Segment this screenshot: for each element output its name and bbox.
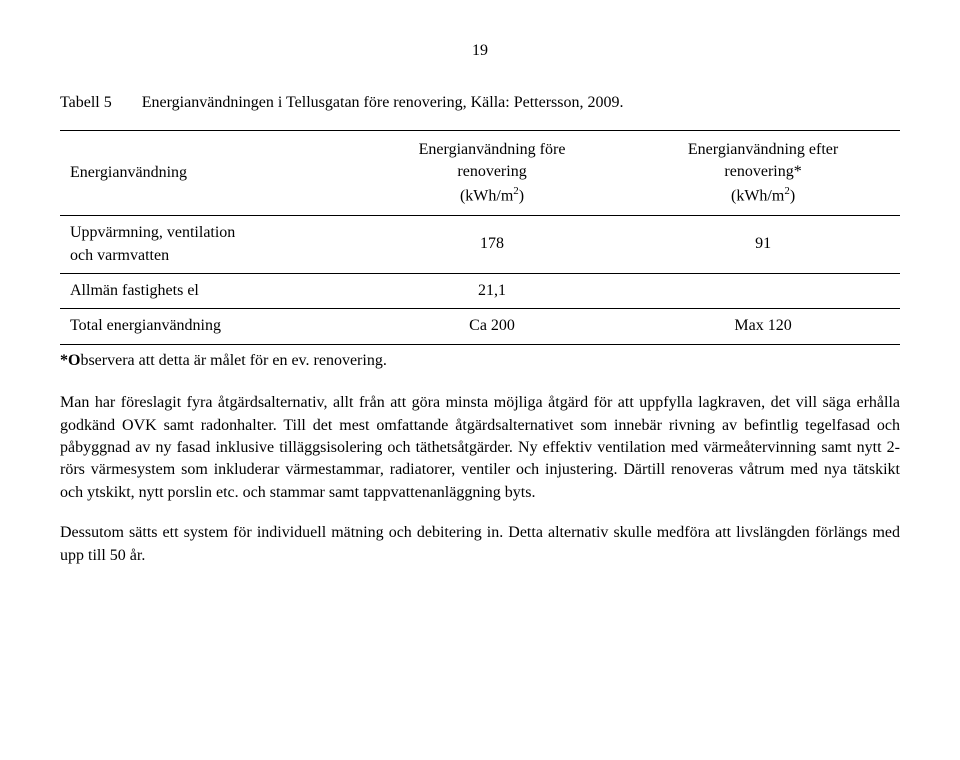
table-row: Uppvärmning, ventilation och varmvatten … xyxy=(60,216,900,274)
row1-col2 xyxy=(626,274,900,309)
col-header-1: Energianvändning före renovering (kWh/m2… xyxy=(358,130,626,216)
footnote-rest: bservera att detta är målet för en ev. r… xyxy=(80,352,386,369)
table-caption-label: Tabell 5 xyxy=(60,92,112,114)
table-header-row: Energianvändning Energianvändning före r… xyxy=(60,130,900,216)
row0-col2: 91 xyxy=(626,216,900,274)
row2-col1: Ca 200 xyxy=(358,309,626,344)
col1-unit-suffix: ) xyxy=(519,187,524,204)
col2-line1: Energianvändning efter xyxy=(688,141,838,158)
row2-col2: Max 120 xyxy=(626,309,900,344)
col1-line1: Energianvändning före xyxy=(419,141,566,158)
row0-label: Uppvärmning, ventilation och varmvatten xyxy=(60,216,358,274)
body-paragraph: Dessutom sätts ett system för individuel… xyxy=(60,522,900,567)
table-caption: Tabell 5 Energianvändningen i Tellusgata… xyxy=(60,92,900,114)
table-row: Total energianvändning Ca 200 Max 120 xyxy=(60,309,900,344)
col-header-0: Energianvändning xyxy=(60,130,358,216)
col2-unit-suffix: ) xyxy=(790,187,795,204)
row2-label: Total energianvändning xyxy=(60,309,358,344)
page-number: 19 xyxy=(60,40,900,62)
row1-label: Allmän fastighets el xyxy=(60,274,358,309)
row0-label-l1: Uppvärmning, ventilation xyxy=(70,224,235,241)
col1-line2: renovering xyxy=(457,163,526,180)
table-caption-text: Energianvändningen i Tellusgatan före re… xyxy=(142,92,624,114)
footnote-bold: *O xyxy=(60,352,80,369)
row0-col1: 178 xyxy=(358,216,626,274)
row1-col1: 21,1 xyxy=(358,274,626,309)
body-paragraph: Man har föreslagit fyra åtgärdsalternati… xyxy=(60,392,900,504)
col1-unit-prefix: (kWh/m xyxy=(460,187,513,204)
table-footnote: *Observera att detta är målet för en ev.… xyxy=(60,350,900,372)
col-header-2: Energianvändning efter renovering* (kWh/… xyxy=(626,130,900,216)
col2-line2: renovering* xyxy=(724,163,801,180)
table-row: Allmän fastighets el 21,1 xyxy=(60,274,900,309)
energy-table: Energianvändning Energianvändning före r… xyxy=(60,130,900,345)
col2-unit-prefix: (kWh/m xyxy=(731,187,784,204)
row0-label-l2: och varmvatten xyxy=(70,247,169,264)
